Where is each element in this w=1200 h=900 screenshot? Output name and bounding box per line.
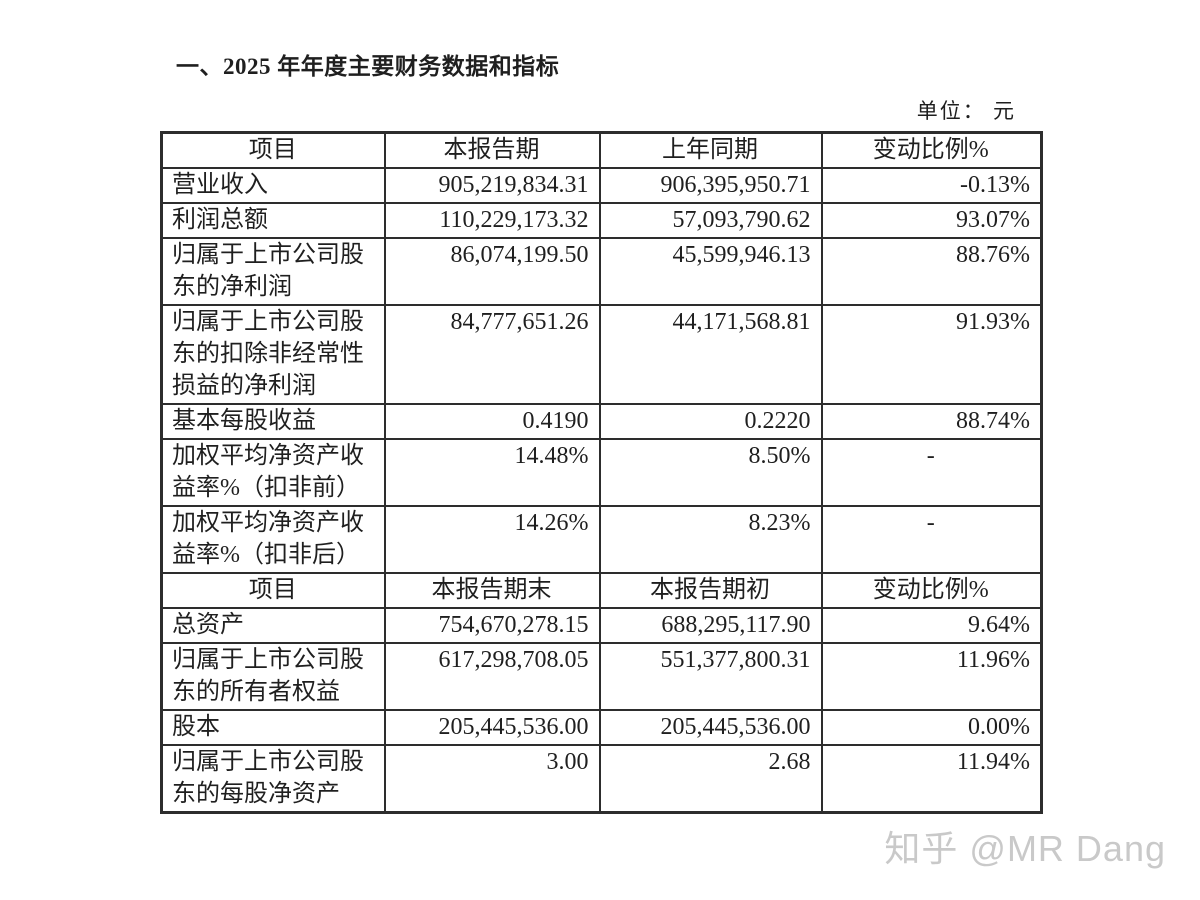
prior-cell: 8.50% [598, 438, 823, 507]
section-title: 一、2025 年年度主要财务数据和指标 [176, 54, 560, 79]
table-row: 基本每股收益 0.4190 0.2220 88.74% [160, 403, 1043, 440]
change-cell: 0.00% [820, 709, 1043, 746]
prior-cell: 0.2220 [598, 403, 823, 440]
table-row: 股本 205,445,536.00 205,445,536.00 0.00% [160, 709, 1043, 746]
prior-cell: 45,599,946.13 [598, 237, 823, 306]
change-cell: -0.13% [820, 167, 1043, 204]
change-cell: 88.74% [820, 403, 1043, 440]
table-row: 利润总额 110,229,173.32 57,093,790.62 93.07% [160, 202, 1043, 239]
prior-cell: 551,377,800.31 [598, 642, 823, 711]
current-cell: 0.4190 [383, 403, 601, 440]
current-cell: 617,298,708.05 [383, 642, 601, 711]
column-header: 本报告期初 [598, 572, 823, 609]
column-header: 项目 [160, 572, 386, 609]
prior-cell: 44,171,568.81 [598, 304, 823, 405]
change-cell: - [820, 438, 1043, 507]
table-header-row: 项目 本报告期末 本报告期初 变动比例% [160, 572, 1043, 609]
column-header: 本报告期末 [383, 572, 601, 609]
current-cell: 14.26% [383, 505, 601, 574]
item-cell: 归属于上市公司股东的净利润 [160, 237, 386, 306]
table-row: 归属于上市公司股东的净利润 86,074,199.50 45,599,946.13 8… [160, 237, 1043, 306]
item-cell: 加权平均净资产收益率%（扣非后） [160, 505, 386, 574]
table-row: 归属于上市公司股东的扣除非经常性损益的净利润 84,777,651.26 44,17… [160, 304, 1043, 405]
change-cell: 91.93% [820, 304, 1043, 405]
column-header: 变动比例% [820, 572, 1043, 609]
item-cell: 基本每股收益 [160, 403, 386, 440]
column-header: 本报告期 [383, 131, 601, 169]
current-cell: 205,445,536.00 [383, 709, 601, 746]
column-header: 上年同期 [598, 131, 823, 169]
change-cell: - [820, 505, 1043, 574]
table-row: 归属于上市公司股东的每股净资产 3.00 2.68 11.94% [160, 744, 1043, 814]
change-cell: 11.94% [820, 744, 1043, 814]
watermark: 知乎 @MR Dang [884, 828, 1166, 869]
prior-cell: 8.23% [598, 505, 823, 574]
change-cell: 93.07% [820, 202, 1043, 239]
column-header: 变动比例% [820, 131, 1043, 169]
current-cell: 86,074,199.50 [383, 237, 601, 306]
column-header: 项目 [160, 131, 386, 169]
table-row: 加权平均净资产收益率%（扣非前） 14.48% 8.50% - [160, 438, 1043, 507]
item-cell: 营业收入 [160, 167, 386, 204]
current-cell: 110,229,173.32 [383, 202, 601, 239]
financial-table: 项目 本报告期 上年同期 变动比例% 营业收入 905,219,834.31 906,395… [160, 131, 1043, 814]
current-cell: 14.48% [383, 438, 601, 507]
item-cell: 归属于上市公司股东的所有者权益 [160, 642, 386, 711]
table-row: 营业收入 905,219,834.31 906,395,950.71 -0.13% [160, 167, 1043, 204]
financial-table-body: 项目 本报告期 上年同期 变动比例% 营业收入 905,219,834.31 906,395… [160, 131, 1043, 814]
table-row: 加权平均净资产收益率%（扣非后） 14.26% 8.23% - [160, 505, 1043, 574]
item-cell: 总资产 [160, 607, 386, 644]
prior-cell: 205,445,536.00 [598, 709, 823, 746]
prior-cell: 906,395,950.71 [598, 167, 823, 204]
item-cell: 归属于上市公司股东的每股净资产 [160, 744, 386, 814]
current-cell: 905,219,834.31 [383, 167, 601, 204]
table-row: 总资产 754,670,278.15 688,295,117.90 9.64% [160, 607, 1043, 644]
prior-cell: 57,093,790.62 [598, 202, 823, 239]
table-header-row: 项目 本报告期 上年同期 变动比例% [160, 131, 1043, 169]
change-cell: 11.96% [820, 642, 1043, 711]
prior-cell: 688,295,117.90 [598, 607, 823, 644]
unit-label: 单位： 元 [916, 99, 1016, 123]
current-cell: 754,670,278.15 [383, 607, 601, 644]
item-cell: 加权平均净资产收益率%（扣非前） [160, 438, 386, 507]
change-cell: 88.76% [820, 237, 1043, 306]
item-cell: 归属于上市公司股东的扣除非经常性损益的净利润 [160, 304, 386, 405]
prior-cell: 2.68 [598, 744, 823, 814]
current-cell: 3.00 [383, 744, 601, 814]
item-cell: 股本 [160, 709, 386, 746]
change-cell: 9.64% [820, 607, 1043, 644]
table-row: 归属于上市公司股东的所有者权益 617,298,708.05 551,377,800… [160, 642, 1043, 711]
current-cell: 84,777,651.26 [383, 304, 601, 405]
item-cell: 利润总额 [160, 202, 386, 239]
